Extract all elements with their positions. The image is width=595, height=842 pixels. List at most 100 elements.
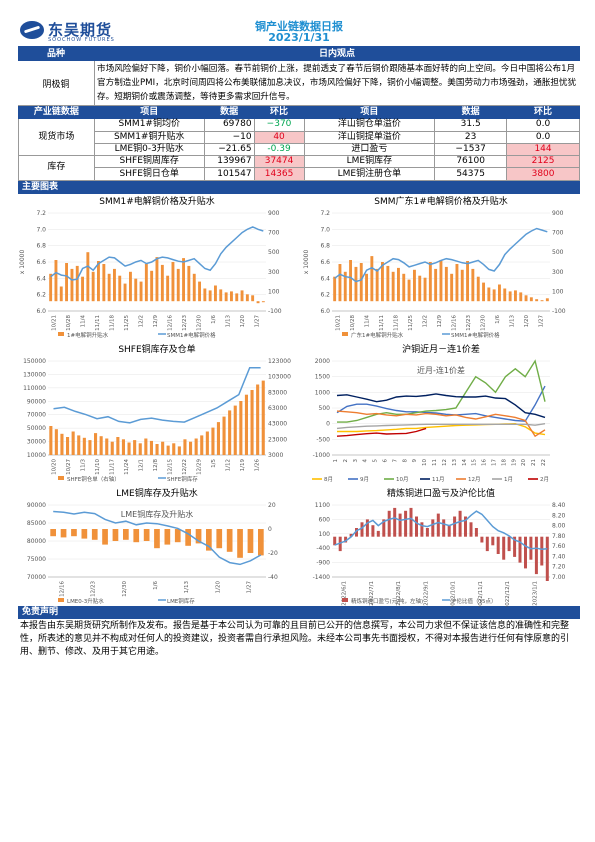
bar-mark <box>381 261 384 301</box>
l-chg-cell: -0.39 <box>253 142 305 157</box>
bar-mark <box>402 273 406 301</box>
bar-mark <box>86 251 90 301</box>
bar-mark <box>513 536 517 557</box>
bar-mark <box>155 443 159 455</box>
r-chg-cell: 3800 <box>506 167 580 181</box>
bar-mark <box>540 536 544 566</box>
bar-mark <box>75 265 79 301</box>
y-tick-label: 6.8 <box>320 242 330 249</box>
x-tick-label: 4 <box>363 458 369 462</box>
r-chg-cell: 2125 <box>506 155 580 169</box>
y-tick-label: 6.0 <box>320 308 330 315</box>
x-tick-label: 12/8 <box>153 458 159 471</box>
chart-title: SHFE铜库存及仓单 <box>118 344 196 355</box>
bar-mark <box>453 516 457 537</box>
x-tick-label: 16 <box>482 458 488 465</box>
y-tick-label: 6.4 <box>36 275 46 282</box>
x-tick-label: 6 <box>383 458 389 462</box>
y2-tick-label: 7.00 <box>552 574 566 581</box>
bar-mark <box>398 513 402 537</box>
bar-mark <box>160 264 164 301</box>
bar-mark <box>360 522 364 537</box>
y2-tick-label: 3000 <box>268 452 283 459</box>
bar-mark <box>161 441 165 455</box>
y2-tick-label: 123000 <box>268 358 291 365</box>
bar-mark <box>123 528 129 540</box>
bar-mark <box>50 528 56 536</box>
bar-mark <box>113 268 116 301</box>
y-tick-label: 500 <box>319 405 331 412</box>
bar-mark <box>247 528 254 553</box>
bar-mark <box>138 443 142 455</box>
logo-text-en: SOOCHOW FUTURES <box>48 37 115 43</box>
series-line <box>336 410 546 437</box>
bar-mark <box>205 431 209 455</box>
bar-mark <box>413 269 416 301</box>
x-tick-label: 12/9 <box>437 314 443 327</box>
table-header-cell: 数据 <box>434 105 508 120</box>
l-val-cell: −10 <box>203 130 255 144</box>
x-tick-label: 12/16 <box>168 314 174 330</box>
legend-swatch <box>58 331 64 336</box>
bar-mark <box>447 524 451 537</box>
y-tick-label: 100 <box>319 531 331 538</box>
bar-mark <box>480 536 484 543</box>
bar-mark <box>91 528 98 540</box>
bar-mark <box>519 292 523 301</box>
bar-mark <box>387 510 391 537</box>
x-tick-label: 12/15 <box>168 458 174 474</box>
l-chg-cell: 14365 <box>253 167 305 181</box>
bar-mark <box>121 439 125 455</box>
bar-mark <box>455 263 459 301</box>
bar-mark <box>471 268 475 301</box>
x-tick-label: 12/29 <box>197 458 203 474</box>
charts-section-header: 主要图表 <box>18 180 580 194</box>
y-tick-label: 70000 <box>27 574 46 581</box>
r-val-cell: 23 <box>434 130 508 144</box>
x-tick-label: 1/13 <box>510 314 516 327</box>
bar-mark <box>216 528 223 548</box>
bar-mark <box>82 437 86 455</box>
bar-mark <box>418 275 422 301</box>
bar-mark <box>70 268 74 301</box>
x-tick-label: 11/25 <box>124 314 130 330</box>
bar-mark <box>338 536 342 551</box>
industry-data-table: 产业链数据 项目 数据 环比 项目 数据 环比 现货市场 SMM1#铜均价 6978… <box>18 105 580 181</box>
bar-mark <box>365 519 369 537</box>
chart-title: 沪铜近月－连1价差 <box>402 344 480 355</box>
bar-mark <box>261 300 265 302</box>
bar-mark <box>216 421 220 455</box>
bar-mark <box>166 445 170 455</box>
x-tick-label: 11/25 <box>408 314 414 330</box>
bar-mark <box>359 262 363 301</box>
bar-mark <box>349 259 352 301</box>
charts-area: SMM1#电解铜价格及升贴水 7.2 7.0 6.8 6.6 6.4 6.2 6.0 900 70… <box>18 194 580 609</box>
bar-mark <box>409 507 413 537</box>
l-chg-cell: 40 <box>253 130 305 144</box>
bar-mark <box>112 528 119 541</box>
table-header-cell: 项目 <box>303 105 436 120</box>
x-tick-label: 12/16 <box>60 580 66 596</box>
report-page: 东吴期货 SOOCHOW FUTURES 铜产业链数据日报 2023/1/31 … <box>18 18 580 660</box>
r-item-cell: LME铜库存 <box>303 155 436 169</box>
y-axis-label: x 10000 <box>19 249 26 274</box>
series-line <box>53 366 261 424</box>
chart-title: LME铜库存及升贴水 <box>116 488 198 499</box>
legend-swatch <box>342 331 348 336</box>
bar-mark <box>224 292 228 301</box>
legend-label: LME铜库存 <box>167 597 195 605</box>
l-chg-cell: −370 <box>253 118 305 132</box>
x-tick-label: 11/4 <box>80 314 86 327</box>
bar-mark <box>491 536 495 546</box>
y-tick-label: 7.2 <box>36 210 46 217</box>
r-chg-cell: 0.0 <box>506 118 580 132</box>
bar-mark <box>192 273 196 301</box>
x-tick-label: 1/13 <box>226 314 232 327</box>
bar-mark <box>226 528 233 552</box>
bar-mark <box>171 261 175 301</box>
bar-mark <box>133 439 137 455</box>
bar-mark <box>102 263 106 301</box>
bar-mark <box>466 260 469 301</box>
l-val-cell: 69780 <box>203 118 255 132</box>
y2-tick-label: 7.80 <box>552 533 566 540</box>
